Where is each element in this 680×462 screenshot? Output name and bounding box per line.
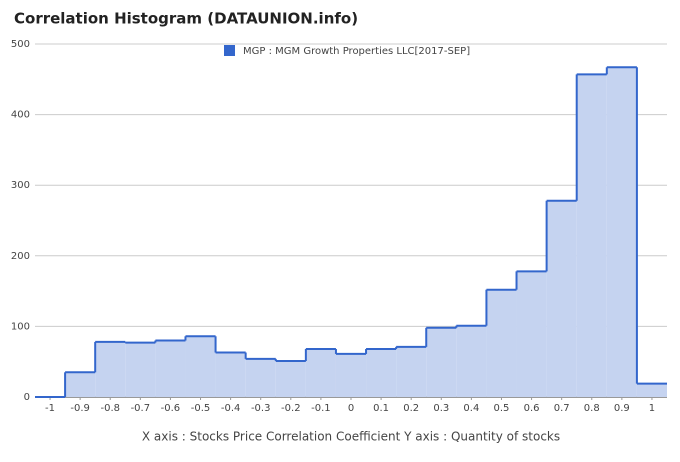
y-tick-label: 300 — [11, 180, 30, 191]
x-tick-label: -0.2 — [281, 403, 301, 414]
x-tick-label: 1 — [649, 403, 655, 414]
y-tick-label: 200 — [11, 251, 30, 262]
x-tick-label: -0.1 — [311, 403, 331, 414]
bar — [576, 74, 607, 397]
bar — [185, 336, 216, 397]
bar — [215, 352, 246, 397]
x-tick-label: 0.3 — [433, 403, 449, 414]
x-tick-label: -0.8 — [100, 403, 120, 414]
legend-label: MGP : MGM Growth Properties LLC[2017-SEP… — [243, 46, 470, 57]
bar — [366, 348, 397, 397]
bar — [396, 346, 427, 397]
x-tick-label: 0.9 — [614, 403, 630, 414]
x-tick-label: -0.9 — [70, 403, 90, 414]
bar — [155, 340, 186, 397]
bar — [636, 383, 667, 397]
chart-title: Correlation Histogram (DATAUNION.info) — [14, 10, 358, 28]
legend-swatch — [224, 45, 235, 56]
x-tick-label: -0.6 — [161, 403, 181, 414]
x-tick-label: 0.2 — [403, 403, 419, 414]
y-tick-label: 100 — [11, 321, 30, 332]
x-tick-label: 0.7 — [554, 403, 570, 414]
axis-note: X axis : Stocks Price Correlation Coeffi… — [142, 430, 560, 444]
x-tick-label: 0 — [348, 403, 354, 414]
bar — [516, 271, 547, 397]
x-tick-label: 0.4 — [463, 403, 479, 414]
x-tick-label: 0.6 — [524, 403, 540, 414]
bar — [426, 327, 457, 397]
y-tick-label: 500 — [11, 39, 30, 50]
bar — [95, 341, 126, 397]
x-tick-label: 0.8 — [584, 403, 600, 414]
x-tick-label: -0.5 — [191, 403, 211, 414]
y-tick-label: 0 — [24, 392, 30, 403]
bar — [275, 360, 306, 397]
y-tick-label: 400 — [11, 110, 30, 121]
bar — [486, 289, 517, 397]
x-tick-label: -0.3 — [251, 403, 271, 414]
x-tick-label: -0.7 — [131, 403, 151, 414]
x-tick-label: -0.4 — [221, 403, 241, 414]
x-tick-label: 0.5 — [494, 403, 510, 414]
x-tick-label: -1 — [45, 403, 55, 414]
bar — [546, 200, 577, 397]
bar — [65, 372, 96, 397]
x-tick-label: 0.1 — [373, 403, 389, 414]
bar — [125, 342, 156, 397]
bar — [456, 325, 487, 397]
bar — [305, 348, 336, 397]
bar — [245, 358, 276, 397]
bar — [606, 67, 637, 397]
bar — [335, 353, 367, 397]
